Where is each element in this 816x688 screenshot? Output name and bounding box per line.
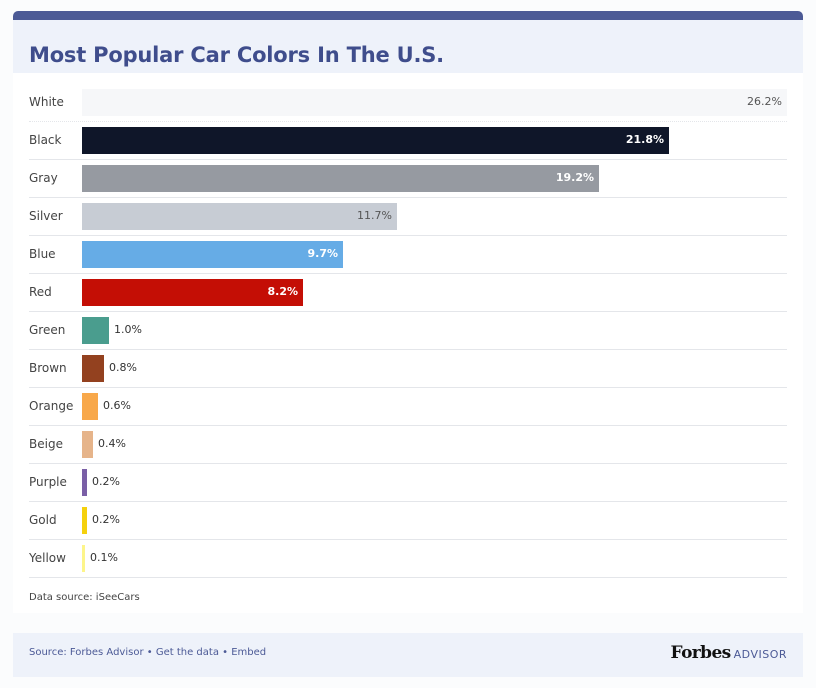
- footer-links: Source: Forbes Advisor • Get the data • …: [29, 647, 266, 658]
- category-label: Gold: [29, 513, 57, 527]
- bar-yellow: [82, 545, 85, 572]
- bar-chart: White 26.2% Black 21.8% Gray 19.2% Silver 11.7%…: [13, 73, 803, 613]
- bar-row-gray: Gray 19.2%: [29, 159, 787, 198]
- value-label: 0.2%: [92, 475, 120, 488]
- value-label: 0.2%: [92, 513, 120, 526]
- advisor-wordmark: ADVISOR: [733, 648, 787, 661]
- bar-gold: [82, 507, 87, 534]
- category-label: Silver: [29, 209, 63, 223]
- top-accent-bar: [13, 11, 803, 20]
- value-label: 21.8%: [625, 133, 664, 146]
- bar-row-yellow: Yellow 0.1%: [29, 539, 787, 578]
- bar-row-orange: Orange 0.6%: [29, 387, 787, 426]
- bar-row-white: White 26.2%: [29, 83, 787, 122]
- forbes-advisor-logo: Forbes ADVISOR: [671, 643, 787, 663]
- chart-card: Most Popular Car Colors In The U.S. Whit…: [13, 11, 803, 677]
- chart-header: Most Popular Car Colors In The U.S.: [13, 20, 803, 73]
- category-label: Gray: [29, 171, 58, 185]
- bar-row-blue: Blue 9.7%: [29, 235, 787, 274]
- category-label: Black: [29, 133, 62, 147]
- category-label: Purple: [29, 475, 67, 489]
- bar-silver: [82, 203, 397, 230]
- bar-row-green: Green 1.0%: [29, 311, 787, 350]
- category-label: Beige: [29, 437, 63, 451]
- category-label: White: [29, 95, 64, 109]
- value-label: 1.0%: [114, 323, 142, 336]
- bar-row-silver: Silver 11.7%: [29, 197, 787, 236]
- footer: Source: Forbes Advisor • Get the data • …: [13, 633, 803, 677]
- category-label: Brown: [29, 361, 67, 375]
- bar-gray: [82, 165, 599, 192]
- bar-white: [82, 89, 787, 116]
- value-label: 0.6%: [103, 399, 131, 412]
- bar-row-black: Black 21.8%: [29, 121, 787, 160]
- value-label: 9.7%: [307, 247, 338, 260]
- bar-row-purple: Purple 0.2%: [29, 463, 787, 502]
- category-label: Blue: [29, 247, 56, 261]
- bar-row-red: Red 8.2%: [29, 273, 787, 312]
- bar-row-brown: Brown 0.8%: [29, 349, 787, 388]
- bar-green: [82, 317, 109, 344]
- bar-red: [82, 279, 303, 306]
- category-label: Green: [29, 323, 66, 337]
- bar-beige: [82, 431, 93, 458]
- value-label: 11.7%: [357, 209, 392, 222]
- value-label: 0.1%: [90, 551, 118, 564]
- value-label: 0.4%: [98, 437, 126, 450]
- category-label: Orange: [29, 399, 74, 413]
- bar-row-gold: Gold 0.2%: [29, 501, 787, 540]
- embed-link[interactable]: Embed: [231, 647, 267, 658]
- forbes-wordmark: Forbes: [670, 643, 732, 663]
- footer-separator: •: [218, 647, 232, 658]
- value-label: 0.8%: [109, 361, 137, 374]
- footer-separator: •: [143, 647, 156, 658]
- value-label: 8.2%: [267, 285, 298, 298]
- category-label: Red: [29, 285, 52, 299]
- bar-row-beige: Beige 0.4%: [29, 425, 787, 464]
- get-the-data-link[interactable]: Get the data: [155, 647, 219, 658]
- data-source-note: Data source: iSeeCars: [29, 592, 140, 603]
- bar-black: [82, 127, 669, 154]
- forbes-advisor-link[interactable]: Forbes Advisor: [69, 647, 144, 658]
- bar-blue: [82, 241, 343, 268]
- bar-orange: [82, 393, 98, 420]
- value-label: 26.2%: [747, 95, 782, 108]
- value-label: 19.2%: [555, 171, 594, 184]
- chart-title: Most Popular Car Colors In The U.S.: [29, 43, 444, 67]
- bar-purple: [82, 469, 87, 496]
- footer-source-prefix: Source:: [29, 647, 70, 658]
- category-label: Yellow: [29, 551, 66, 565]
- bar-brown: [82, 355, 104, 382]
